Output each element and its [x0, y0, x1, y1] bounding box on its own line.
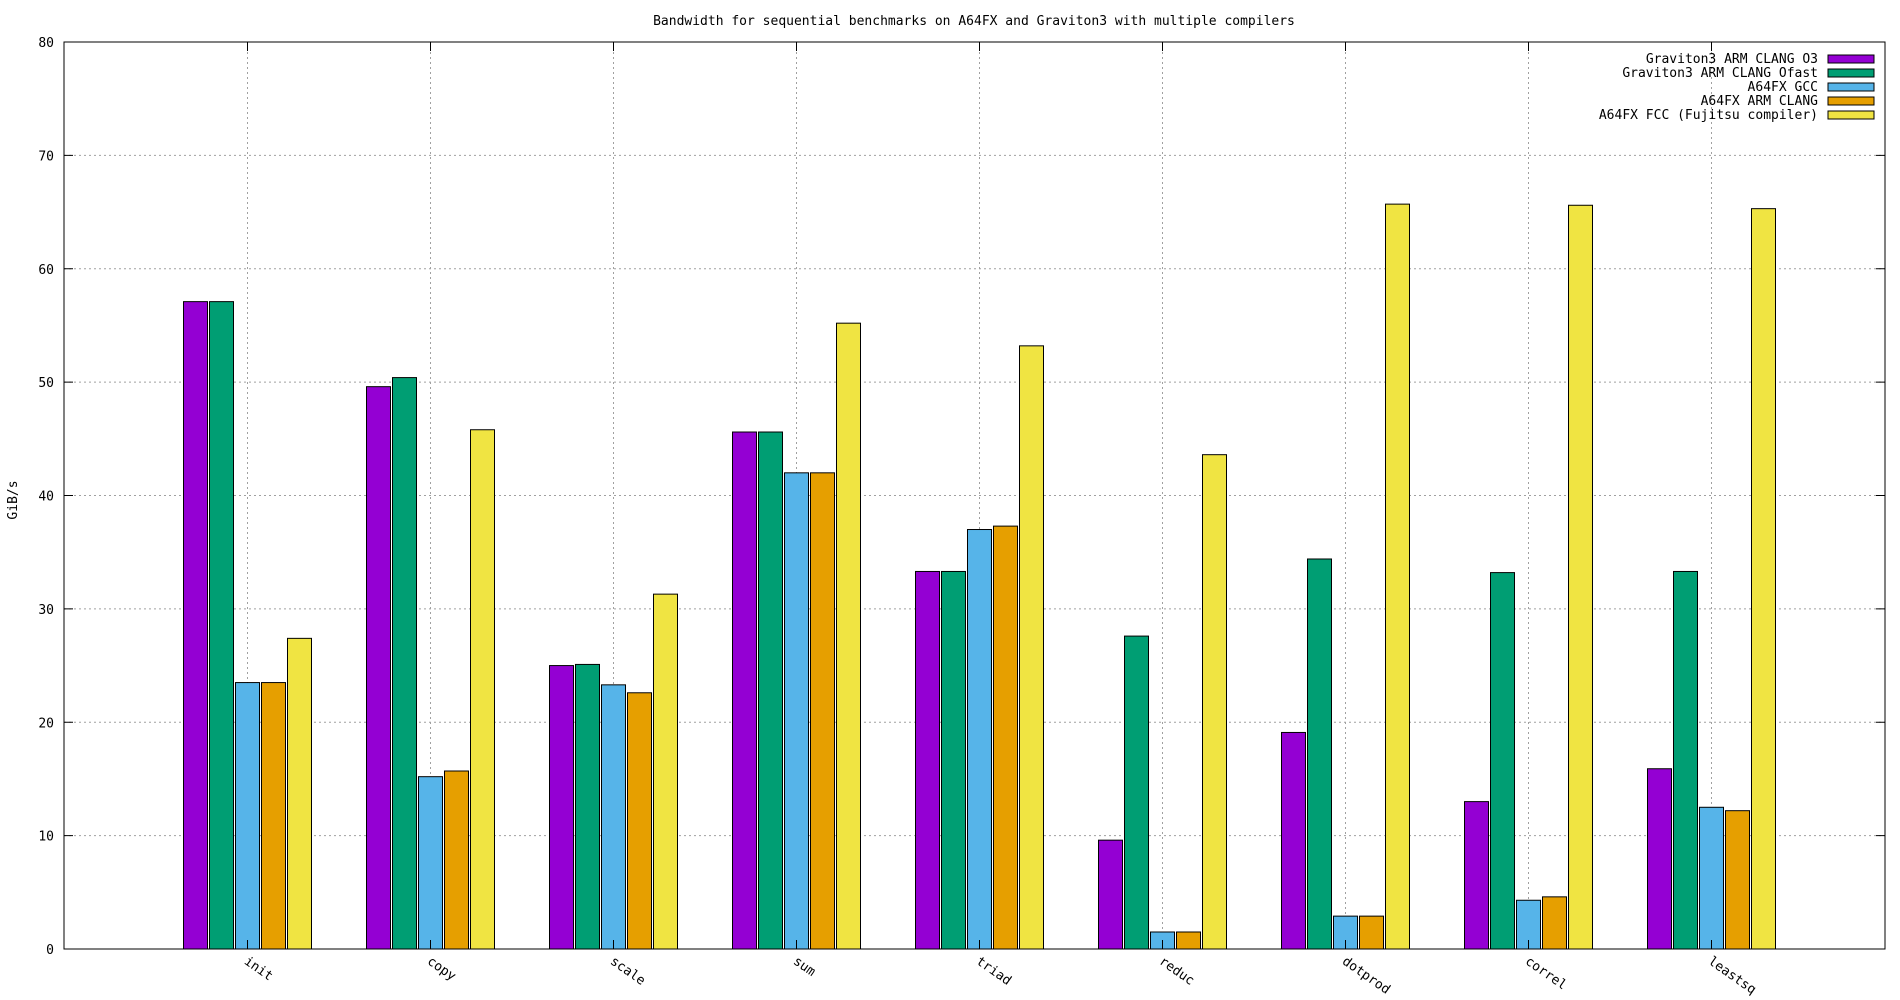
- bar: [915, 570, 940, 950]
- bar: [366, 386, 391, 950]
- bar: [575, 663, 600, 950]
- bar: [941, 570, 966, 950]
- bar: [601, 684, 626, 950]
- x-tick-label: init: [241, 954, 275, 984]
- y-tick-label: 60: [38, 263, 54, 278]
- y-tick-label: 80: [38, 36, 54, 51]
- bar: [470, 429, 495, 950]
- legend-swatch: [1827, 54, 1875, 64]
- bar: [1568, 204, 1593, 950]
- bar: [235, 682, 260, 950]
- bar: [1124, 635, 1149, 950]
- x-tick-label: dotprod: [1339, 954, 1392, 998]
- bar: [810, 472, 835, 950]
- legend-swatch: [1827, 68, 1875, 78]
- legend-label: Graviton3 ARM CLANG O3: [1646, 52, 1818, 67]
- x-tick-label: scale: [607, 954, 648, 989]
- bar: [392, 377, 417, 950]
- bar: [1751, 208, 1776, 950]
- bar: [993, 525, 1018, 950]
- x-tick-label: triad: [973, 954, 1014, 989]
- bar: [627, 692, 652, 950]
- legend-label: A64FX FCC (Fujitsu compiler): [1599, 108, 1818, 123]
- bar: [1542, 896, 1567, 950]
- bar: [1385, 203, 1410, 950]
- bar: [549, 665, 574, 950]
- bars-layer: [183, 203, 1776, 950]
- bar: [1490, 572, 1515, 950]
- bar: [1359, 915, 1384, 950]
- y-tick-label: 70: [38, 149, 54, 164]
- bar: [261, 682, 286, 950]
- bar: [1281, 731, 1306, 950]
- legend-label: A64FX ARM CLANG: [1701, 94, 1819, 109]
- y-tick-label: 50: [38, 376, 54, 391]
- bar: [1699, 806, 1724, 950]
- bar: [784, 472, 809, 950]
- bar: [836, 322, 861, 950]
- y-tick-label: 20: [38, 716, 54, 731]
- bar: [1464, 801, 1489, 950]
- legend-swatch: [1827, 82, 1875, 92]
- bar: [444, 770, 469, 950]
- bar: [1202, 454, 1227, 950]
- bar: [1725, 810, 1750, 950]
- bar: [967, 529, 992, 950]
- bar: [1647, 768, 1672, 950]
- bar: [758, 431, 783, 950]
- bar: [1307, 558, 1332, 950]
- bar: [183, 301, 208, 950]
- bar: [653, 593, 678, 950]
- legend-label: Graviton3 ARM CLANG Ofast: [1622, 66, 1818, 81]
- legend-label: A64FX GCC: [1748, 80, 1818, 95]
- bar: [1176, 931, 1201, 950]
- x-tick-label: leastsq: [1705, 954, 1758, 998]
- bar: [209, 301, 234, 950]
- bar: [1019, 345, 1044, 950]
- y-tick-label: 0: [46, 943, 54, 958]
- bar: [732, 431, 757, 950]
- bar: [1673, 570, 1698, 950]
- bar: [418, 776, 443, 950]
- y-tick-label: 10: [38, 830, 54, 845]
- legend-swatch: [1827, 110, 1875, 120]
- legend-swatch: [1827, 96, 1875, 106]
- x-tick-label: copy: [424, 954, 458, 984]
- y-axis-label: GiB/s: [6, 480, 21, 519]
- x-tick-label: reduc: [1156, 954, 1197, 989]
- x-tick-label: correl: [1522, 954, 1569, 993]
- y-tick-label: 30: [38, 603, 54, 618]
- x-tick-label: sum: [790, 954, 818, 980]
- y-tick-label: 40: [38, 490, 54, 505]
- bar: [287, 637, 312, 950]
- bar: [1098, 839, 1123, 950]
- chart-title: Bandwidth for sequential benchmarks on A…: [653, 14, 1295, 29]
